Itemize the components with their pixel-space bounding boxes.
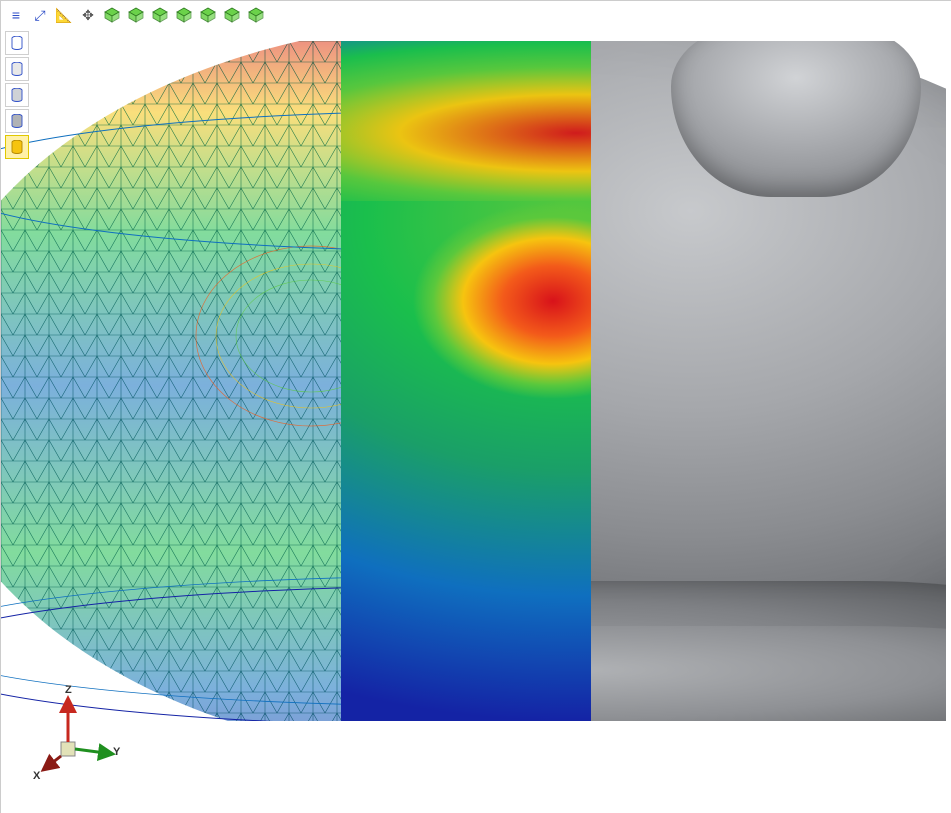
isometric-cube-1[interactable] [101,5,123,25]
render-section-wireframe [1,41,341,721]
menu-icon[interactable]: ≡ [5,5,27,25]
shade-mode-5[interactable] [5,135,29,159]
shade-mode-4[interactable] [5,109,29,133]
shade-mode-2[interactable] [5,57,29,81]
fit-view-icon[interactable]: ⤢ [29,5,51,25]
axis-label-z: Z [65,684,72,696]
render-section-heatmap [341,41,591,721]
isometric-cube-5[interactable] [197,5,219,25]
isometric-cube-3[interactable] [149,5,171,25]
side-toolbar [5,31,29,159]
shade-mode-3[interactable] [5,83,29,107]
viewport-3d[interactable]: ≡⤢📐✥ [0,0,951,813]
shade-mode-1[interactable] [5,31,29,55]
isometric-cube-4[interactable] [173,5,195,25]
axis-y [75,749,113,754]
top-toolbar: ≡⤢📐✥ [5,5,267,25]
render-section-solid [591,41,946,721]
axis-label-y: Y [113,746,120,758]
axis-x [43,756,61,770]
model-canvas[interactable] [1,1,951,813]
measure-icon[interactable]: 📐 [53,5,75,25]
pan-icon[interactable]: ✥ [77,5,99,25]
coordinate-triad: Z Y X [31,684,121,784]
isometric-cube-2[interactable] [125,5,147,25]
isometric-cube-6[interactable] [221,5,243,25]
isometric-cube-7[interactable] [245,5,267,25]
triad-origin [61,742,75,756]
axis-label-x: X [33,770,40,782]
